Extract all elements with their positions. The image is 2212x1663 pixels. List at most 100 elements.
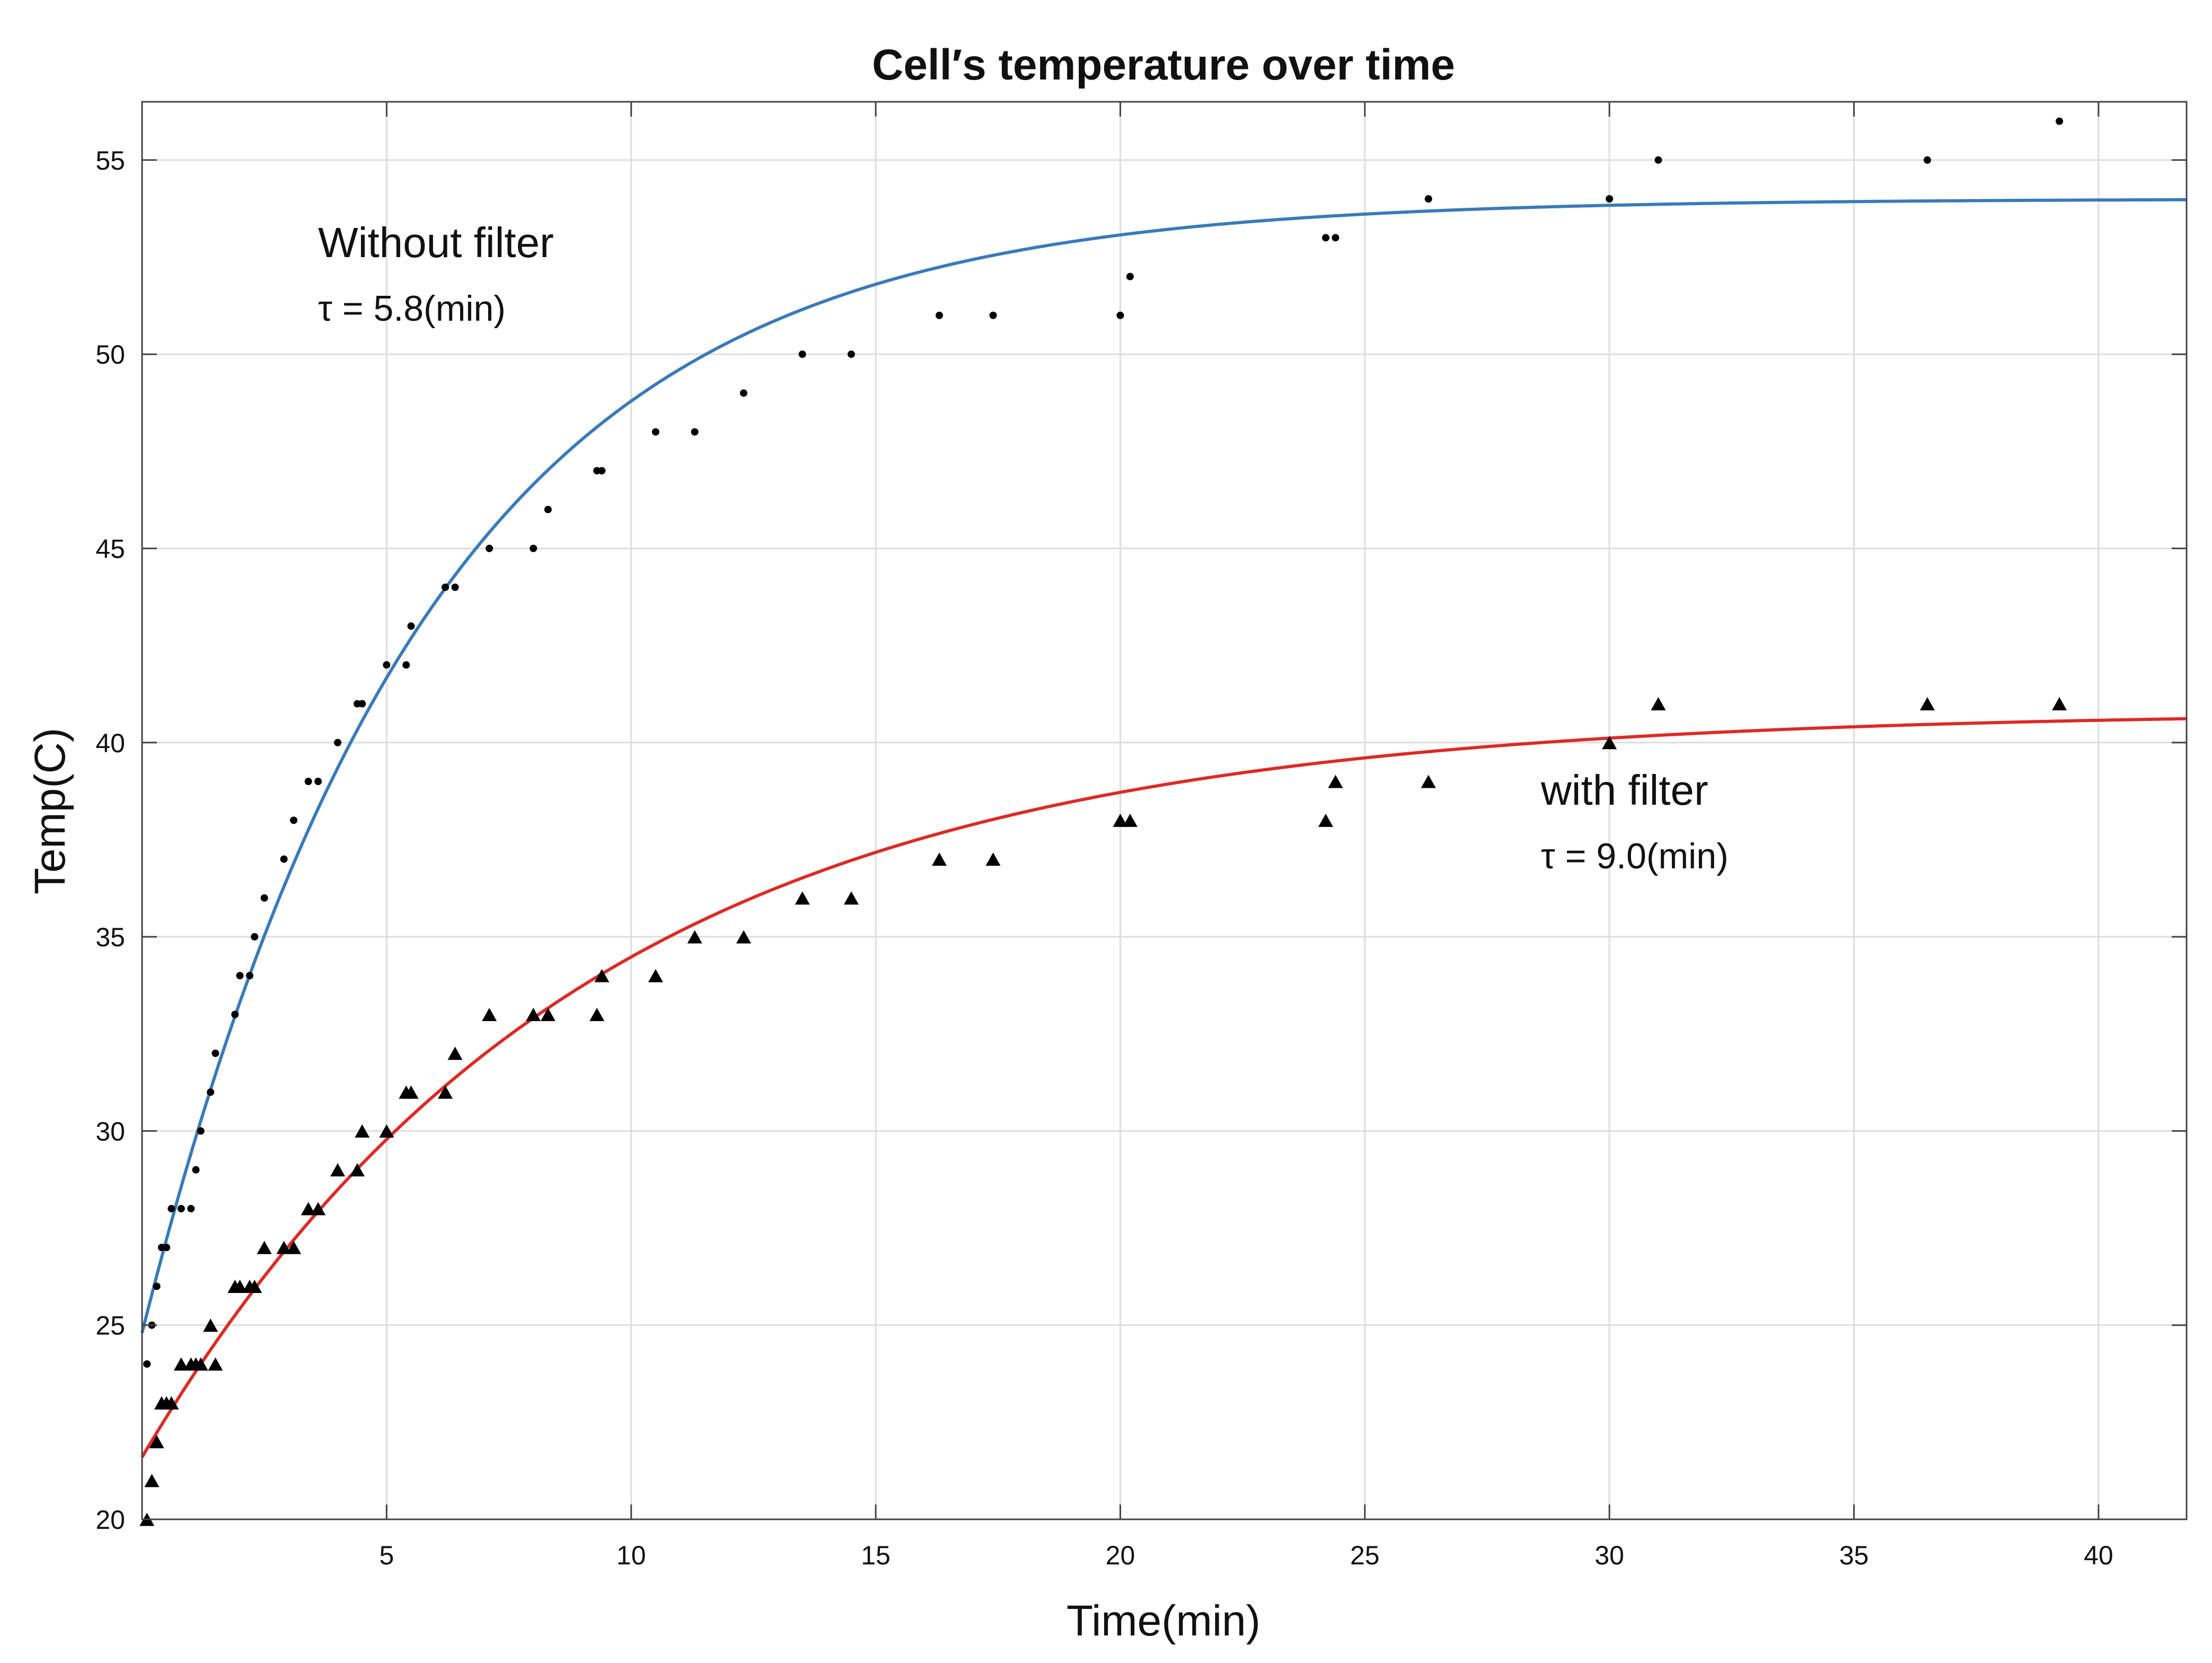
data-point-with-filter (526, 1008, 541, 1022)
data-point-without-filter (739, 389, 747, 397)
data-point-with-filter (330, 1163, 346, 1177)
data-point-with-filter (350, 1163, 365, 1177)
data-point-without-filter (936, 311, 944, 319)
y-tick-label: 45 (95, 534, 125, 564)
data-point-with-filter (1651, 697, 1666, 711)
data-point-with-filter (1421, 775, 1436, 788)
data-point-without-filter (402, 661, 410, 669)
data-point-with-filter (311, 1202, 326, 1216)
data-point-with-filter (594, 969, 610, 982)
data-point-without-filter (251, 933, 259, 941)
data-point-without-filter (691, 428, 699, 436)
data-point-with-filter (843, 891, 859, 905)
data-point-without-filter (2056, 117, 2064, 125)
x-tick-label: 30 (1594, 1541, 1624, 1570)
data-point-without-filter (236, 972, 244, 980)
data-point-without-filter (192, 1166, 200, 1174)
grid (142, 102, 2187, 1520)
data-point-with-filter (403, 1085, 419, 1099)
data-point-without-filter (314, 778, 322, 786)
data-point-without-filter (207, 1088, 215, 1096)
data-point-without-filter (486, 544, 493, 552)
annotation-label: Without filter (318, 219, 554, 266)
y-tick-label: 25 (95, 1311, 125, 1341)
data-point-with-filter (355, 1124, 370, 1138)
data-point-without-filter (260, 894, 268, 902)
data-point-without-filter (168, 1204, 175, 1212)
data-point-with-filter (795, 891, 810, 905)
data-point-without-filter (334, 738, 342, 746)
data-point-with-filter (247, 1279, 262, 1293)
data-point-without-filter (246, 972, 253, 980)
data-point-with-filter (1113, 813, 1128, 827)
data-point-with-filter (648, 969, 663, 982)
x-tick-label: 10 (616, 1541, 646, 1570)
data-point-with-filter (164, 1396, 179, 1410)
data-point-with-filter (144, 1474, 160, 1488)
data-point-without-filter (451, 583, 459, 591)
y-tick-label: 30 (95, 1116, 125, 1146)
data-point-without-filter (153, 1282, 161, 1290)
y-tick-label: 55 (95, 146, 125, 175)
ticks: 5 10 15 20 25 30 35 40 20 25 30 35 40 45 50 55 (95, 102, 2187, 1570)
data-point-with-filter (447, 1046, 463, 1060)
y-tick-label: 20 (95, 1505, 125, 1535)
data-point-with-filter (286, 1240, 302, 1254)
data-point-with-filter (301, 1202, 316, 1216)
data-point-without-filter (211, 1049, 219, 1057)
annotation-label: with filter (1540, 767, 1708, 814)
data-point-without-filter (1606, 195, 1614, 203)
data-point-with-filter (932, 852, 947, 866)
data-point-without-filter (1424, 195, 1432, 203)
data-point-without-filter (1116, 311, 1124, 319)
data-point-without-filter (847, 350, 855, 358)
data-point-with-filter (276, 1240, 292, 1254)
data-point-without-filter (651, 428, 659, 436)
annotation-tau: τ = 9.0(min) (1541, 836, 1729, 876)
annotation-tau: τ = 5.8(min) (318, 288, 506, 329)
data-point-without-filter (280, 855, 288, 863)
plot-area (142, 102, 2187, 1519)
data-point-without-filter (442, 583, 450, 591)
data-point-with-filter (149, 1435, 164, 1448)
data-point-with-filter (208, 1357, 223, 1371)
data-point-with-filter (1602, 736, 1617, 750)
y-tick-label: 35 (95, 922, 125, 952)
data-point-without-filter (1126, 272, 1134, 280)
data-point-without-filter (187, 1204, 195, 1212)
data-point-without-filter (163, 1244, 171, 1252)
data-point-with-filter (1318, 813, 1333, 827)
data-point-with-filter (438, 1085, 453, 1099)
data-point-with-filter (482, 1008, 497, 1022)
data-point-without-filter (530, 544, 537, 552)
data-point-with-filter (2052, 697, 2067, 711)
x-tick-label: 20 (1106, 1541, 1135, 1570)
data-point-with-filter (173, 1357, 189, 1371)
fit-curve (140, 717, 2187, 1458)
plot-frame (141, 101, 2188, 1520)
data-point-without-filter (598, 467, 606, 474)
data-point-with-filter (589, 1008, 605, 1022)
data-point-without-filter (1923, 156, 1931, 164)
x-tick-label: 5 (379, 1541, 394, 1570)
data-point-without-filter (290, 816, 298, 824)
data-point-without-filter (989, 311, 997, 319)
fit-curves (140, 198, 2187, 1458)
data-point-without-filter (383, 661, 391, 669)
data-point-with-filter (1328, 775, 1343, 788)
x-tick-label: 25 (1350, 1541, 1380, 1570)
data-point-with-filter (193, 1357, 208, 1371)
data-point-without-filter (1322, 234, 1329, 242)
data-point-without-filter (544, 506, 552, 514)
data-point-with-filter (736, 930, 751, 944)
x-tick-label: 40 (2084, 1541, 2113, 1570)
x-tick-label: 15 (861, 1541, 891, 1570)
data-point-without-filter (798, 350, 806, 358)
data-point-without-filter (197, 1127, 205, 1135)
data-point-without-filter (143, 1360, 151, 1368)
data-point-with-filter (379, 1124, 394, 1138)
data-point-with-filter (203, 1318, 218, 1332)
data-point-with-filter (540, 1008, 556, 1022)
data-point-without-filter (407, 622, 415, 630)
